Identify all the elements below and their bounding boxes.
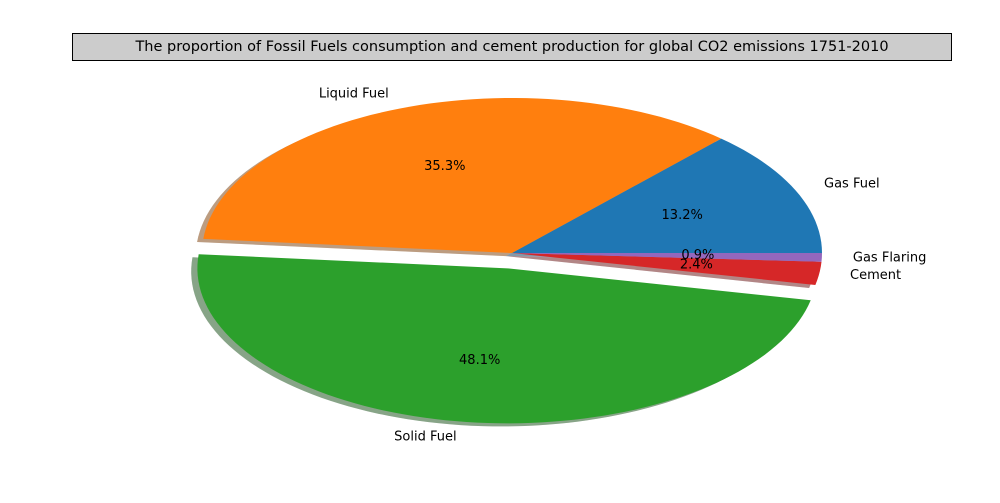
pie-slice-gas-fuel (512, 138, 822, 253)
pie-slice-layer (197, 98, 822, 424)
slice-label-gas-flaring: Gas Flaring (853, 250, 926, 265)
chart-title: The proportion of Fossil Fuels consumpti… (72, 33, 952, 61)
slice-label-liquid-fuel: Liquid Fuel (319, 87, 389, 102)
slice-percent-solid-fuel: 48.1% (459, 353, 500, 368)
pie-label-layer: 13.2% Gas Fuel 35.3% Liquid Fuel 48.1% Solid … (319, 87, 927, 445)
slice-percent-cement: 2.4% (680, 258, 713, 273)
slice-label-solid-fuel: Solid Fuel (394, 429, 456, 444)
slice-percent-liquid-fuel: 35.3% (424, 159, 465, 174)
slice-label-gas-fuel: Gas Fuel (824, 177, 880, 192)
pie-slice-gas-flaring (512, 253, 822, 262)
slice-percent-gas-fuel: 13.2% (662, 208, 703, 223)
pie-slice-liquid-fuel (203, 98, 722, 253)
pie-slice-cement (512, 253, 822, 285)
slice-percent-gas-flaring: 0.9% (681, 248, 714, 263)
slice-label-cement: Cement (850, 268, 901, 283)
pie-slice-solid-fuel (197, 254, 811, 424)
